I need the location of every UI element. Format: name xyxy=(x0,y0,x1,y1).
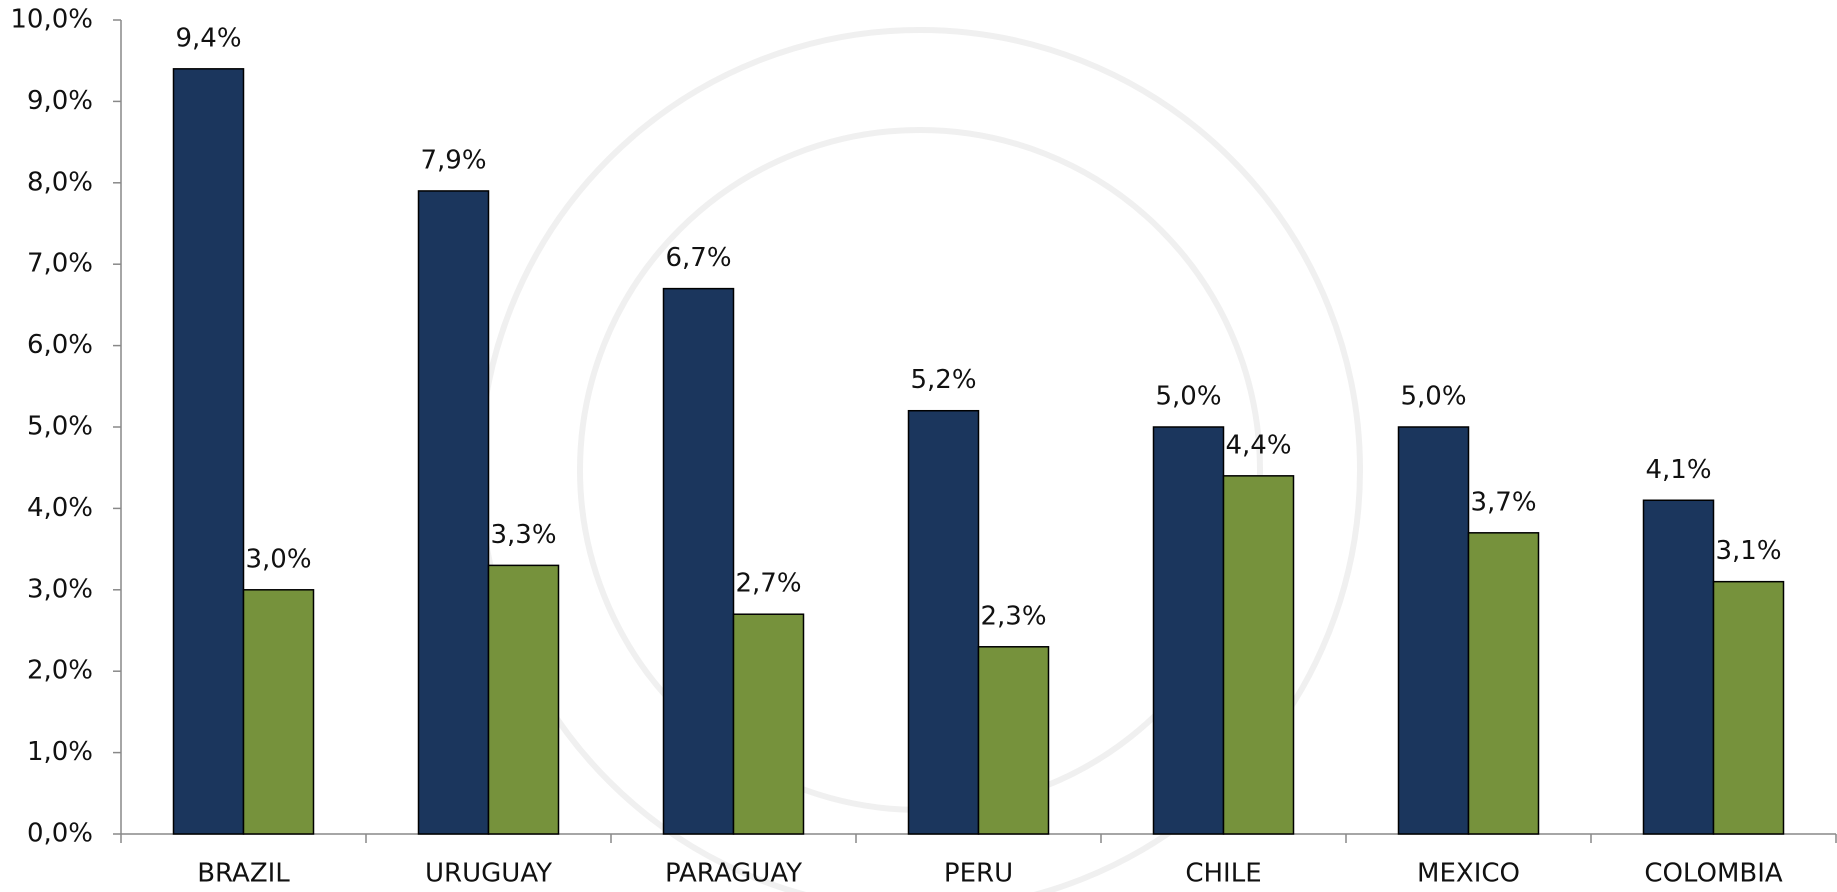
bar xyxy=(174,69,244,834)
bar xyxy=(1399,427,1469,834)
data-label: 9,4% xyxy=(175,23,241,53)
data-label: 5,0% xyxy=(1155,382,1221,412)
data-label: 3,0% xyxy=(245,544,311,574)
bar xyxy=(489,565,559,834)
x-tick-label: COLOMBIA xyxy=(1644,859,1783,889)
data-label: 7,9% xyxy=(420,145,486,175)
data-label: 3,3% xyxy=(490,520,556,550)
y-tick-label: 10,0% xyxy=(10,5,93,35)
y-tick-label: 1,0% xyxy=(27,737,93,767)
data-label: 4,1% xyxy=(1645,455,1711,485)
page: 0,0% 1,0% 2,0% 3,0% 4,0% 5,0% 6,0% 7,0% 8,0% 9,0%… xyxy=(0,0,1837,892)
data-label: 5,2% xyxy=(910,365,976,395)
data-label: 3,1% xyxy=(1715,536,1781,566)
y-tick-label: 3,0% xyxy=(27,574,93,604)
data-label: 4,4% xyxy=(1225,430,1291,460)
y-tick-label: 4,0% xyxy=(27,493,93,523)
bar xyxy=(1644,500,1714,834)
y-tick-label: 2,0% xyxy=(27,656,93,686)
x-tick-label: MEXICO xyxy=(1417,859,1520,889)
y-tick-label: 0,0% xyxy=(27,819,93,849)
y-tick-label: 7,0% xyxy=(27,249,93,279)
y-tick-label: 5,0% xyxy=(27,412,93,442)
data-label: 2,7% xyxy=(735,569,801,599)
x-tick-label: PARAGUAY xyxy=(665,859,802,889)
data-label: 6,7% xyxy=(665,243,731,273)
data-label: 2,3% xyxy=(980,601,1046,631)
bar xyxy=(1714,582,1784,834)
chart: 0,0% 1,0% 2,0% 3,0% 4,0% 5,0% 6,0% 7,0% 8,0% 9,0%… xyxy=(0,0,1837,892)
bar xyxy=(909,411,979,834)
bar xyxy=(419,191,489,834)
x-tick-label: BRAZIL xyxy=(197,859,290,889)
data-label: 3,7% xyxy=(1470,487,1536,517)
bar xyxy=(244,590,314,834)
x-tick-label: PERU xyxy=(944,859,1013,889)
bar xyxy=(1154,427,1224,834)
y-tick-label: 9,0% xyxy=(27,86,93,116)
data-label: 5,0% xyxy=(1400,382,1466,412)
y-tick-label: 8,0% xyxy=(27,167,93,197)
bar xyxy=(979,647,1049,834)
bar xyxy=(664,289,734,834)
x-tick-label: CHILE xyxy=(1185,859,1261,889)
x-tick-label: URUGUAY xyxy=(425,859,552,889)
bar xyxy=(734,614,804,834)
bar xyxy=(1224,476,1294,834)
y-tick-label: 6,0% xyxy=(27,330,93,360)
bar xyxy=(1469,533,1539,834)
